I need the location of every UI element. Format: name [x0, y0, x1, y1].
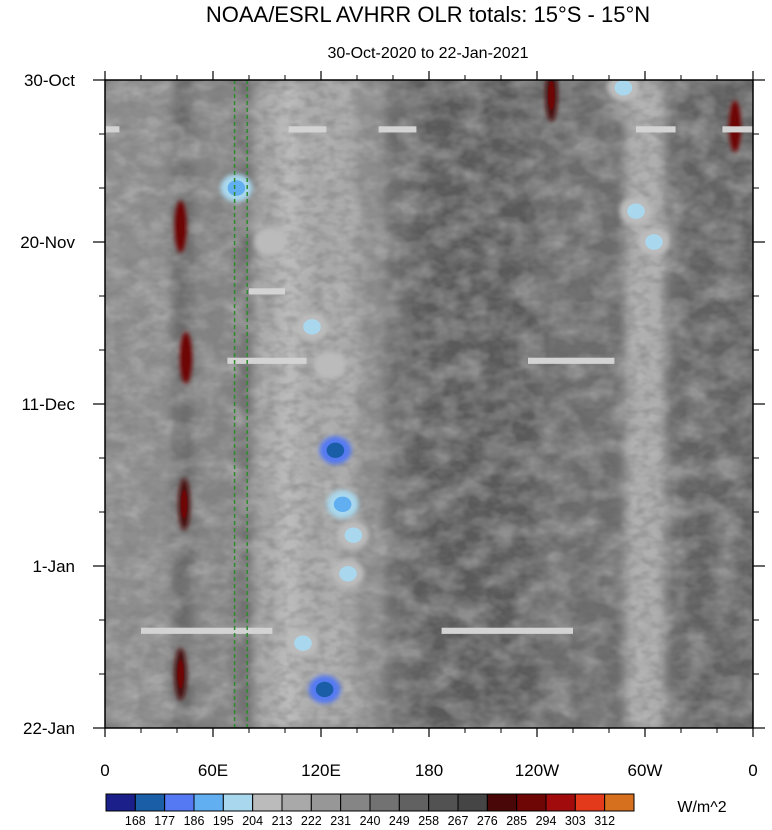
- convective-core-11: [645, 234, 663, 250]
- convective-core-4: [326, 442, 345, 458]
- clear-core-18: [548, 81, 555, 110]
- convective-core-9: [315, 681, 334, 698]
- colorbar-swatch-2: [164, 793, 195, 812]
- chart-title: NOAA/ESRL AVHRR OLR totals: 15°S - 15°N: [206, 2, 650, 27]
- colorbar-label-0: 168: [125, 814, 146, 828]
- colorbar-swatch-5: [252, 793, 283, 812]
- colorbar-label-4: 204: [242, 814, 263, 828]
- colorbar-swatch-16: [574, 793, 606, 812]
- convective-core-0: [227, 180, 246, 196]
- clear-core-15: [180, 489, 188, 519]
- y-tick-label-3: 1-Jan: [32, 557, 75, 576]
- colorbar-swatch-1: [134, 793, 166, 812]
- colorbar-label-2: 186: [184, 814, 205, 828]
- colorbar-swatch-0: [105, 793, 136, 812]
- plot-area: [105, 80, 753, 728]
- colorbar-label-1: 177: [154, 814, 175, 828]
- missing-data-0: [105, 126, 120, 133]
- colorbar-label-6: 222: [301, 814, 322, 828]
- colorbar-swatch-9: [369, 793, 400, 812]
- convective-core-5: [333, 496, 352, 512]
- clear-core-13: [177, 212, 184, 241]
- colorbar-label-13: 285: [506, 814, 527, 828]
- y-tick-label-2: 11-Dec: [21, 395, 75, 414]
- y-tick-label-1: 20-Nov: [20, 233, 75, 252]
- colorbar-label-14: 294: [536, 814, 557, 828]
- convective-core-6: [344, 527, 363, 543]
- colorbar-swatch-8: [340, 793, 371, 812]
- colorbar-swatch-3: [193, 793, 224, 812]
- colorbar-swatch-13: [486, 793, 518, 812]
- convective-core-2: [303, 319, 321, 335]
- missing-data-8: [141, 627, 273, 634]
- clear-core-16: [177, 659, 184, 689]
- texture-dark: [105, 80, 753, 728]
- colorbar-label-15: 303: [565, 814, 586, 828]
- x-tick-label-3: 180: [415, 761, 443, 780]
- missing-data-9: [441, 627, 573, 634]
- axes-layer: 0 60E 120E 180 120W 60W 0 30-Oct 20-Nov 11-Dec 1-J…: [20, 71, 765, 780]
- convective-core-7: [339, 566, 357, 582]
- convective-core-10: [627, 203, 645, 219]
- convective-core-8: [294, 635, 312, 651]
- colorbar-swatch-4: [222, 793, 254, 812]
- y-tick-label-0: 30-Oct: [24, 71, 75, 90]
- missing-data-6: [227, 357, 307, 364]
- colorbar-label-10: 258: [418, 814, 439, 828]
- missing-data-2: [378, 126, 417, 133]
- colorbar-swatch-15: [545, 793, 576, 812]
- reference-lines-layer: [233, 80, 248, 728]
- colorbar-unit: W/m^2: [677, 799, 726, 816]
- convective-core-1: [261, 234, 280, 250]
- colorbar-label-16: 312: [594, 814, 615, 828]
- colorbar-label-11: 267: [448, 814, 469, 828]
- colorbar-swatch-10: [398, 793, 430, 812]
- colorbar-label-5: 213: [272, 814, 293, 828]
- missing-data-1: [288, 126, 327, 133]
- colorbar-swatch-11: [428, 793, 459, 812]
- colorbar-label-12: 276: [477, 814, 498, 828]
- features-layer: [174, 80, 741, 704]
- missing-data-layer: [105, 126, 753, 634]
- colorbar-swatch-17: [604, 793, 635, 812]
- convective-core-12: [614, 80, 633, 96]
- colorbar-swatch-6: [281, 793, 312, 812]
- x-tick-label-0: 0: [100, 761, 109, 780]
- x-tick-label-6: 0: [748, 761, 757, 780]
- clear-core-14: [182, 343, 190, 373]
- colorbar-label-9: 249: [389, 814, 410, 828]
- colorbar-label-7: 231: [330, 814, 351, 828]
- clear-core-17: [731, 111, 739, 141]
- missing-data-5: [249, 288, 285, 295]
- x-tick-label-4: 120W: [515, 761, 559, 780]
- x-tick-label-1: 60E: [198, 761, 228, 780]
- colorbar: 168 177 186 195 204 213 222 231 240 249 258 267 276 2…: [105, 793, 635, 828]
- x-tick-label-2: 120E: [301, 761, 341, 780]
- colorbar-label-3: 195: [213, 814, 234, 828]
- colorbar-swatch-7: [310, 793, 342, 812]
- colorbar-swatch-14: [516, 793, 547, 812]
- x-tick-label-5: 60W: [628, 761, 663, 780]
- y-tick-label-4: 22-Jan: [23, 719, 75, 738]
- colorbar-label-8: 240: [360, 814, 381, 828]
- missing-data-7: [528, 357, 615, 364]
- colorbar-swatch-12: [457, 793, 488, 812]
- convective-core-3: [321, 357, 339, 374]
- chart-subtitle: 30-Oct-2020 to 22-Jan-2021: [327, 45, 528, 62]
- missing-data-4: [722, 126, 753, 133]
- missing-data-3: [636, 126, 676, 133]
